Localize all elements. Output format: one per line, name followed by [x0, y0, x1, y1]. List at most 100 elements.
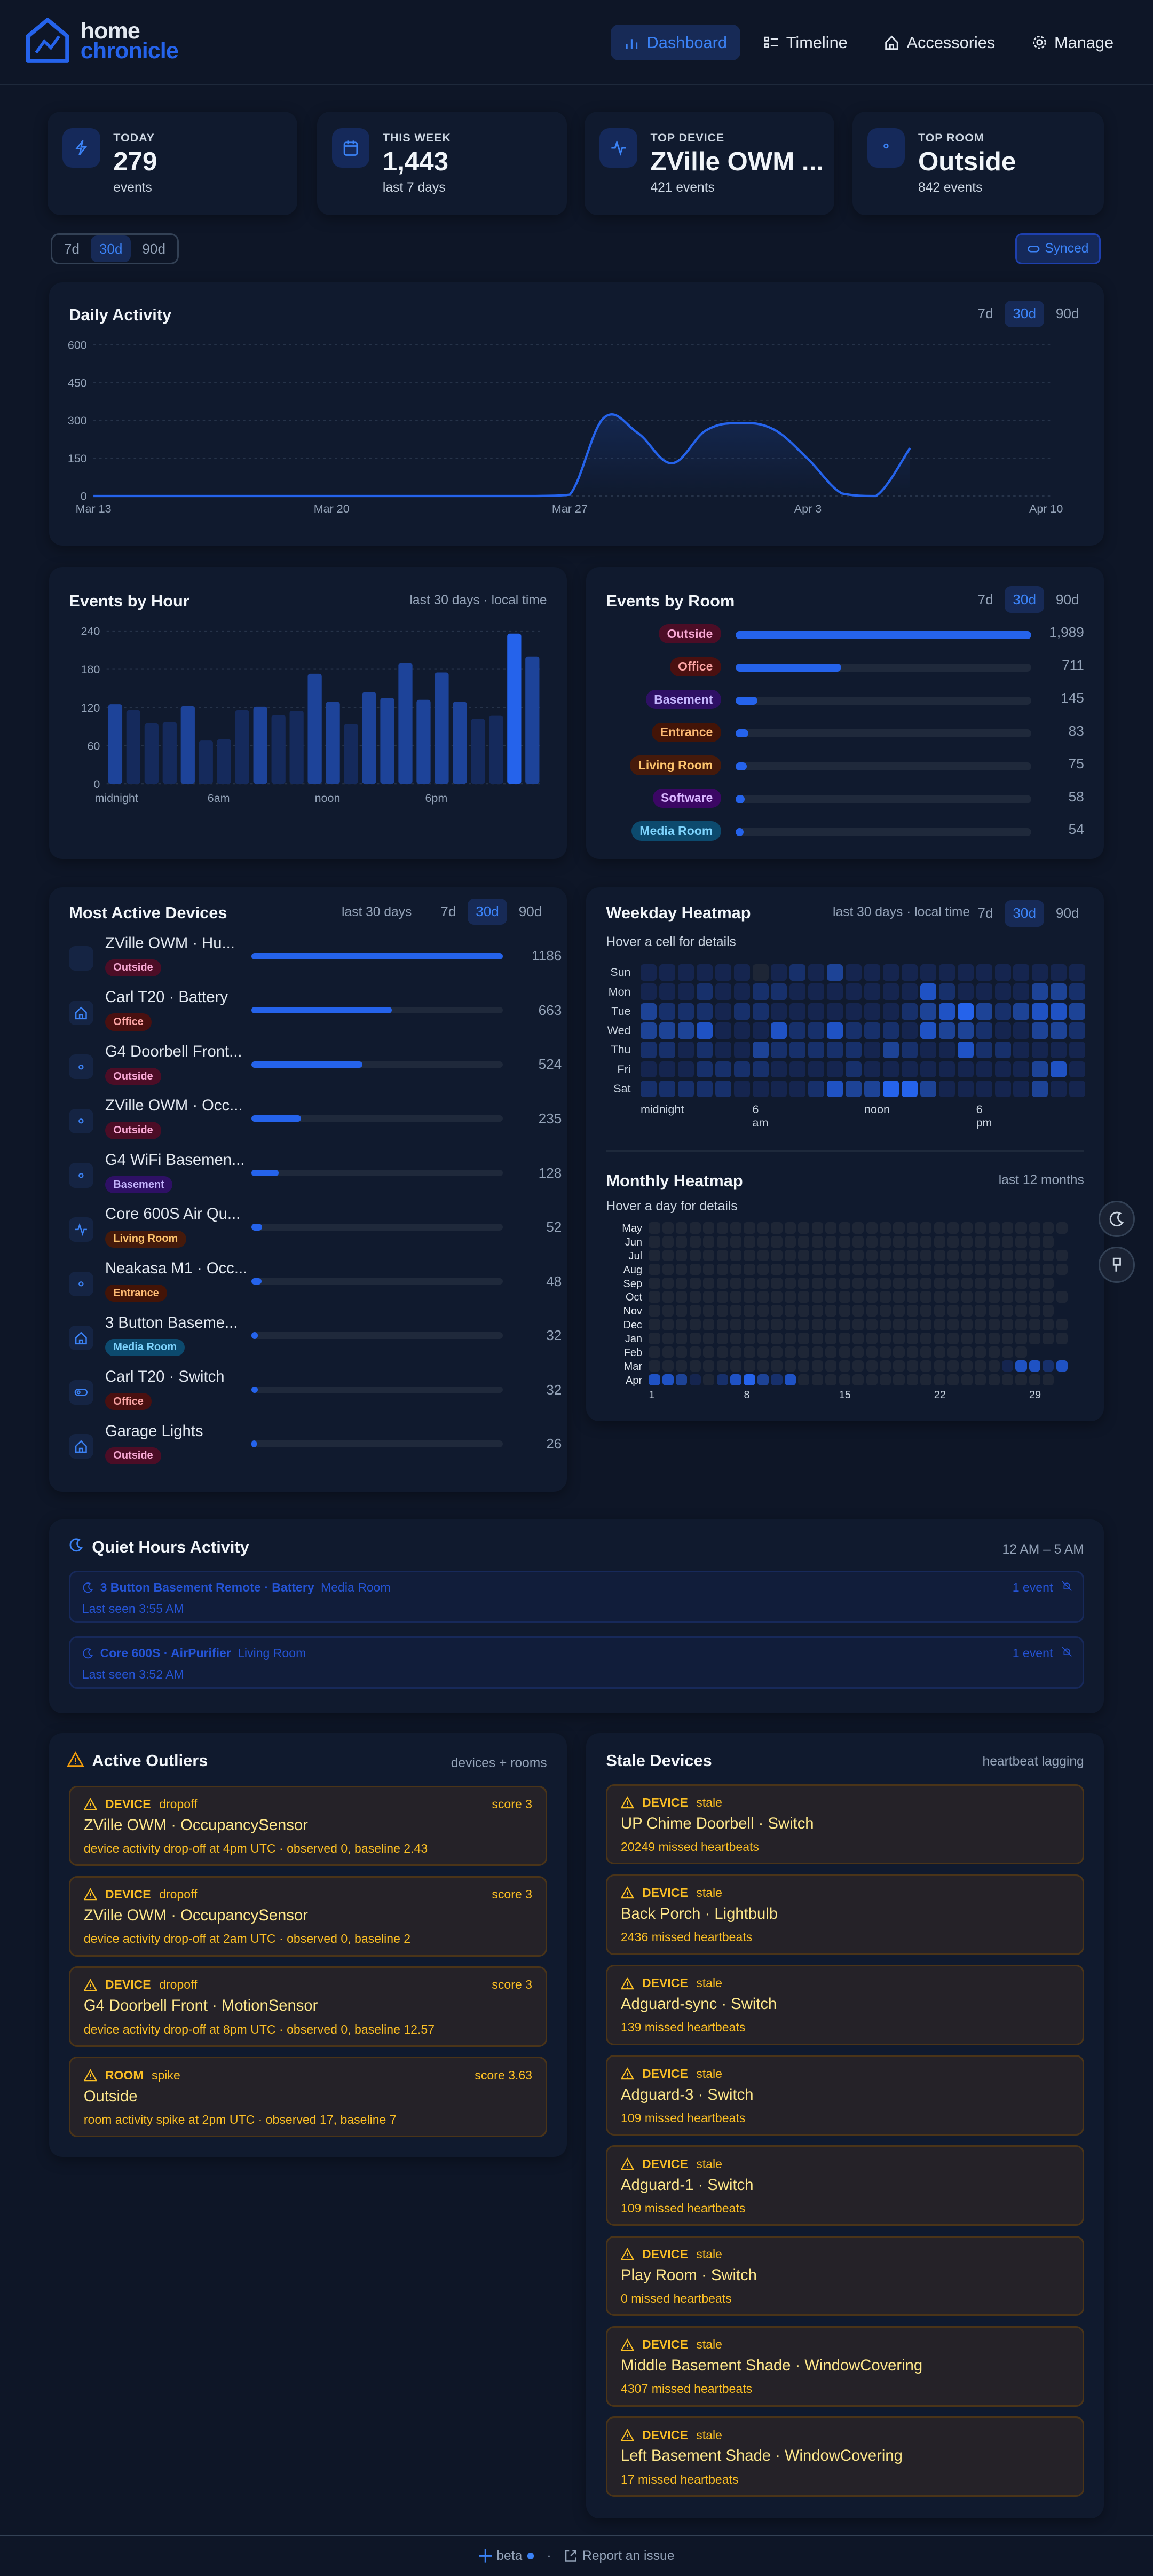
- heatmap-cell[interactable]: [696, 983, 713, 1001]
- day-cell[interactable]: [1043, 1374, 1054, 1386]
- day-cell[interactable]: [893, 1360, 905, 1372]
- day-cell[interactable]: [730, 1319, 742, 1330]
- day-cell[interactable]: [947, 1236, 959, 1248]
- heatmap-cell[interactable]: [789, 1061, 806, 1078]
- heatmap-cell[interactable]: [808, 1080, 825, 1097]
- day-cell[interactable]: [676, 1249, 688, 1262]
- heatmap-cell[interactable]: [1051, 1003, 1067, 1020]
- day-cell[interactable]: [839, 1277, 850, 1289]
- day-cell[interactable]: [1001, 1319, 1014, 1330]
- day-cell[interactable]: [879, 1277, 891, 1289]
- heatmap-cell[interactable]: [1069, 1042, 1086, 1059]
- day-cell[interactable]: [839, 1291, 850, 1303]
- heatmap-cell[interactable]: [901, 983, 918, 1001]
- nav-timeline[interactable]: Timeline: [750, 25, 860, 60]
- day-cell[interactable]: [906, 1319, 918, 1330]
- day-cell[interactable]: [920, 1319, 932, 1330]
- day-cell[interactable]: [852, 1249, 864, 1262]
- day-cell[interactable]: [676, 1332, 688, 1344]
- day-cell[interactable]: [811, 1332, 823, 1344]
- day-cell[interactable]: [975, 1263, 986, 1275]
- range-option-30d[interactable]: 30d: [91, 235, 131, 262]
- heatmap-cell[interactable]: [808, 983, 825, 1001]
- day-cell[interactable]: [947, 1291, 959, 1303]
- day-cell[interactable]: [703, 1263, 715, 1275]
- day-cell[interactable]: [1015, 1360, 1027, 1372]
- day-cell[interactable]: [893, 1222, 905, 1234]
- day-cell[interactable]: [825, 1360, 837, 1372]
- day-cell[interactable]: [689, 1249, 701, 1262]
- hour-bar[interactable]: [127, 710, 141, 784]
- day-cell[interactable]: [798, 1346, 810, 1358]
- day-cell[interactable]: [906, 1291, 918, 1303]
- day-cell[interactable]: [703, 1360, 715, 1372]
- heatmap-cell[interactable]: [640, 1003, 657, 1020]
- day-cell[interactable]: [852, 1263, 864, 1275]
- day-cell[interactable]: [961, 1305, 973, 1317]
- day-cell[interactable]: [649, 1332, 660, 1344]
- day-cell[interactable]: [771, 1236, 783, 1248]
- nav-manage[interactable]: Manage: [1018, 25, 1126, 60]
- day-cell[interactable]: [1015, 1236, 1027, 1248]
- heatmap-cell[interactable]: [920, 1080, 936, 1097]
- day-cell[interactable]: [676, 1346, 688, 1358]
- device-row[interactable]: Core 600S Air Qu... Living Room 52: [69, 1206, 562, 1255]
- day-cell[interactable]: [1001, 1360, 1014, 1372]
- day-cell[interactable]: [839, 1263, 850, 1275]
- heatmap-cell[interactable]: [752, 964, 769, 981]
- day-cell[interactable]: [662, 1374, 674, 1386]
- heatmap-cell[interactable]: [920, 983, 936, 1001]
- heatmap-cell[interactable]: [677, 1042, 694, 1059]
- heatmap-cell[interactable]: [827, 1080, 843, 1097]
- day-cell[interactable]: [771, 1332, 783, 1344]
- theme-toggle-button[interactable]: [1099, 1201, 1135, 1237]
- day-cell[interactable]: [825, 1332, 837, 1344]
- day-cell[interactable]: [934, 1319, 945, 1330]
- data-point[interactable]: [699, 424, 713, 437]
- heatmap-cell[interactable]: [994, 1061, 1011, 1078]
- day-cell[interactable]: [744, 1263, 755, 1275]
- data-point[interactable]: [733, 416, 747, 430]
- heatmap-cell[interactable]: [1032, 983, 1048, 1001]
- day-cell[interactable]: [730, 1346, 742, 1358]
- range-option-30d[interactable]: 30d: [1005, 586, 1045, 613]
- heatmap-cell[interactable]: [1069, 1022, 1086, 1039]
- day-cell[interactable]: [757, 1346, 769, 1358]
- day-cell[interactable]: [866, 1236, 878, 1248]
- day-cell[interactable]: [1029, 1360, 1040, 1372]
- heatmap-cell[interactable]: [957, 1061, 974, 1078]
- stale-device-item[interactable]: DEVICE stale Adguard-1 · Switch 109 missed …: [606, 2145, 1084, 2226]
- day-cell[interactable]: [1015, 1319, 1027, 1330]
- range-option-90d[interactable]: 90d: [1055, 591, 1079, 608]
- day-cell[interactable]: [757, 1249, 769, 1262]
- heatmap-cell[interactable]: [640, 1061, 657, 1078]
- day-cell[interactable]: [771, 1374, 783, 1386]
- heatmap-cell[interactable]: [1051, 1080, 1067, 1097]
- day-cell[interactable]: [649, 1236, 660, 1248]
- day-cell[interactable]: [703, 1222, 715, 1234]
- heatmap-cell[interactable]: [938, 1022, 955, 1039]
- heatmap-cell[interactable]: [864, 1042, 881, 1059]
- hour-bar[interactable]: [235, 710, 250, 784]
- day-cell[interactable]: [975, 1222, 986, 1234]
- heatmap-cell[interactable]: [1032, 1042, 1048, 1059]
- heatmap-cell[interactable]: [696, 964, 713, 981]
- day-cell[interactable]: [866, 1222, 878, 1234]
- day-cell[interactable]: [798, 1374, 810, 1386]
- day-cell[interactable]: [662, 1291, 674, 1303]
- day-cell[interactable]: [852, 1360, 864, 1372]
- hour-bar[interactable]: [398, 663, 413, 784]
- heatmap-cell[interactable]: [677, 1061, 694, 1078]
- day-cell[interactable]: [947, 1263, 959, 1275]
- heatmap-cell[interactable]: [994, 1003, 1011, 1020]
- day-cell[interactable]: [934, 1263, 945, 1275]
- hour-bar[interactable]: [525, 656, 540, 784]
- heatmap-cell[interactable]: [715, 1061, 731, 1078]
- day-cell[interactable]: [961, 1319, 973, 1330]
- range-option-30d[interactable]: 30d: [467, 899, 508, 925]
- data-point[interactable]: [666, 457, 679, 470]
- nav-dashboard[interactable]: Dashboard: [610, 25, 740, 60]
- heatmap-cell[interactable]: [846, 1022, 862, 1039]
- hour-bar[interactable]: [289, 710, 304, 784]
- day-cell[interactable]: [649, 1222, 660, 1234]
